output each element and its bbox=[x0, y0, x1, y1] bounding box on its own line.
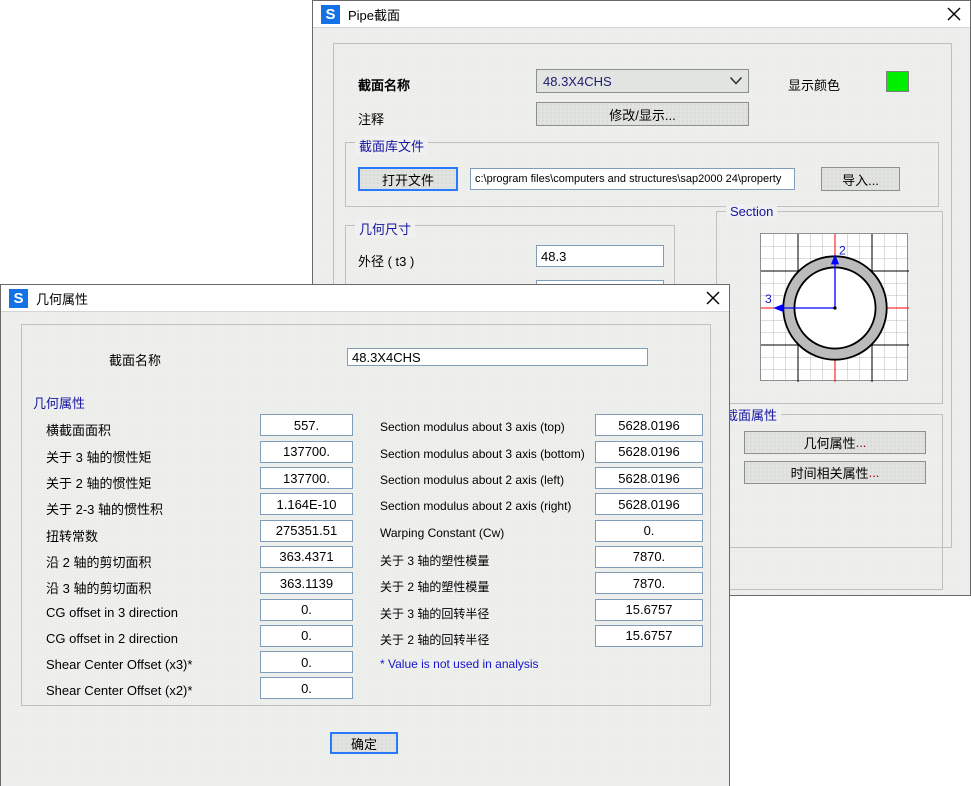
svg-text:3: 3 bbox=[765, 292, 772, 306]
svg-text:2: 2 bbox=[839, 243, 846, 257]
